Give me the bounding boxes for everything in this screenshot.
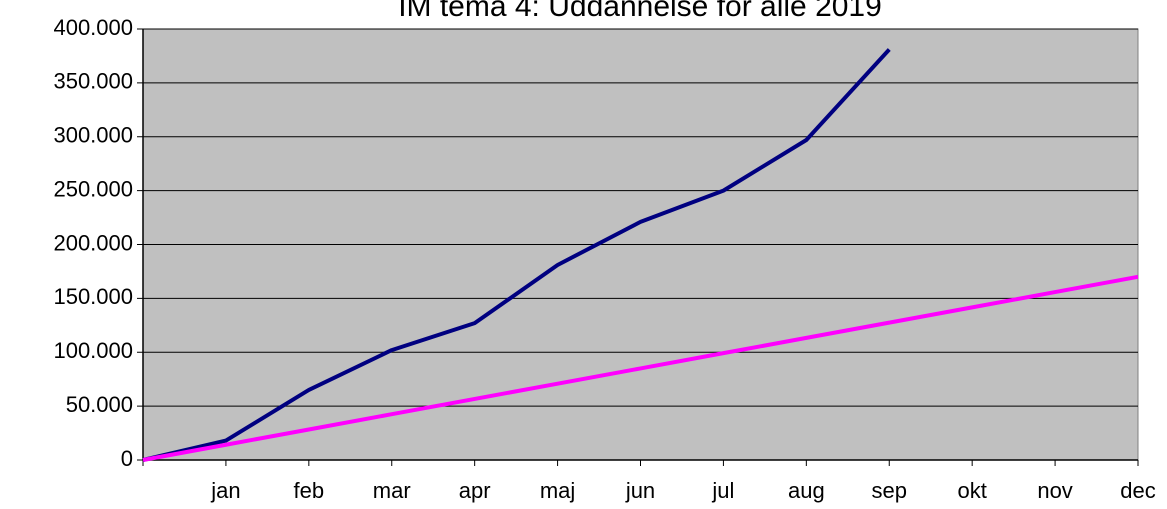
y-tick-label: 100.000 xyxy=(53,338,133,363)
x-tick-label: sep xyxy=(872,478,907,503)
x-tick-label: feb xyxy=(294,478,325,503)
y-tick-label: 400.000 xyxy=(53,15,133,40)
x-tick-label: nov xyxy=(1037,478,1072,503)
y-tick-label: 0 xyxy=(121,446,133,471)
y-tick-label: 300.000 xyxy=(53,123,133,148)
x-tick-label: aug xyxy=(788,478,825,503)
line-series xyxy=(142,274,1139,462)
x-tick-label: jun xyxy=(625,478,655,503)
x-tick-label: maj xyxy=(540,478,575,503)
x-tick-label: apr xyxy=(459,478,491,503)
x-tick-label: dec xyxy=(1120,478,1155,503)
chart-title: IM tema 4: Uddannelse for alle 2019 xyxy=(398,0,882,23)
x-tick-label: okt xyxy=(957,478,986,503)
y-tick-label: 200.000 xyxy=(53,230,133,255)
y-tick-label: 350.000 xyxy=(53,69,133,94)
x-tick-label: jul xyxy=(711,478,734,503)
x-tick-label: mar xyxy=(373,478,411,503)
line-series xyxy=(142,48,891,462)
x-tick-label: jan xyxy=(210,478,240,503)
y-tick-label: 50.000 xyxy=(66,392,133,417)
y-tick-label: 250.000 xyxy=(53,176,133,201)
y-tick-label: 150.000 xyxy=(53,284,133,309)
